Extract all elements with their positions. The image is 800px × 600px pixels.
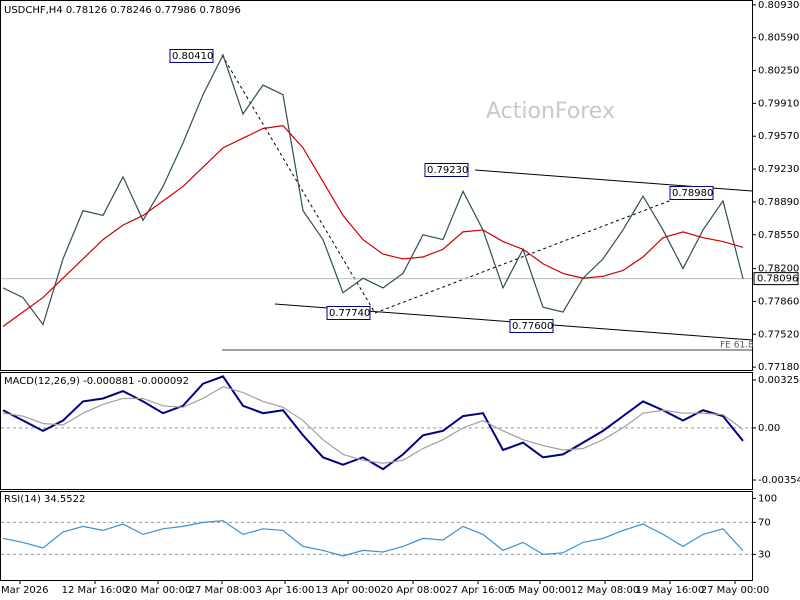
series-line (2, 53, 744, 326)
x-tick-label: 20 Mar 00:00 (125, 585, 192, 596)
annotation-box (424, 163, 469, 177)
x-tick-label: 13 Apr 00:00 (315, 585, 380, 596)
y-tick-label: 0.77860 (758, 296, 799, 307)
annotation-box (509, 319, 554, 333)
y-tick-label: 0.80250 (758, 66, 799, 77)
annotation: 0.77740 (329, 308, 370, 319)
price-panel (0, 0, 753, 371)
last-price-label: 0.78096 (757, 274, 798, 285)
x-tick-label: 3 Apr 16:00 (256, 585, 315, 596)
annotation-box (169, 49, 214, 63)
y-tick-label: -0.00354 (758, 475, 800, 486)
annotation: 0.80410 (172, 51, 213, 62)
annotation-box (669, 186, 714, 200)
annotation: 0.79230 (427, 165, 468, 176)
y-tick-label: 0.78550 (758, 230, 799, 241)
y-tick-label: 0.00 (758, 423, 780, 434)
x-tick-label: 27 Mar 08:00 (189, 585, 256, 596)
y-tick-label: 0.78200 (758, 264, 799, 275)
x-tick-label: 20 Apr 08:00 (380, 585, 445, 596)
annotation: FE 61.8 (720, 341, 754, 351)
y-tick-label: 70 (758, 517, 771, 528)
y-tick-label: 0.79570 (758, 131, 799, 142)
last-price-box (753, 272, 799, 286)
annotation: 0.77600 (512, 321, 553, 332)
trend-line (221, 54, 376, 314)
x-tick-label: 5 Mar 2026 (0, 585, 49, 596)
x-tick-label: 27 Apr 16:00 (445, 585, 510, 596)
rsi-panel (0, 491, 753, 581)
chart-title: USDCHF,H4 0.78126 0.78246 0.77986 0.7809… (4, 5, 241, 16)
rsi-title: RSI(14) 34.5522 (4, 494, 85, 505)
annotation-box (326, 306, 371, 320)
y-tick-label: 0.77520 (758, 329, 799, 340)
annotation: 0.78980 (672, 188, 713, 199)
y-tick-label: 30 (758, 549, 771, 560)
y-tick-label: 0.78890 (758, 197, 799, 208)
series-line (2, 386, 744, 464)
x-tick-label: 27 May 00:00 (701, 585, 770, 596)
series-line (2, 520, 744, 557)
y-tick-label: 0.79910 (758, 98, 799, 109)
y-tick-label: 0.80590 (758, 33, 799, 44)
y-tick-label: 0.79230 (758, 164, 799, 175)
watermark: ActionForex (486, 99, 615, 124)
y-tick-label: 0.77180 (758, 362, 799, 373)
x-tick-label: 19 May 16:00 (636, 585, 705, 596)
y-tick-label: 0.003256 (758, 375, 800, 386)
x-tick-label: 5 May 00:00 (509, 585, 571, 596)
y-tick-label: 100 (758, 493, 777, 504)
x-tick-label: 12 Mar 16:00 (62, 585, 129, 596)
trend-line (374, 192, 691, 314)
y-tick-label: 0.80930 (758, 0, 799, 11)
series-line (2, 124, 744, 328)
macd-title: MACD(12,26,9) -0.000881 -0.000092 (4, 376, 189, 387)
x-tick-label: 12 May 08:00 (571, 585, 640, 596)
series-line (2, 375, 744, 471)
macd-panel (0, 372, 753, 490)
